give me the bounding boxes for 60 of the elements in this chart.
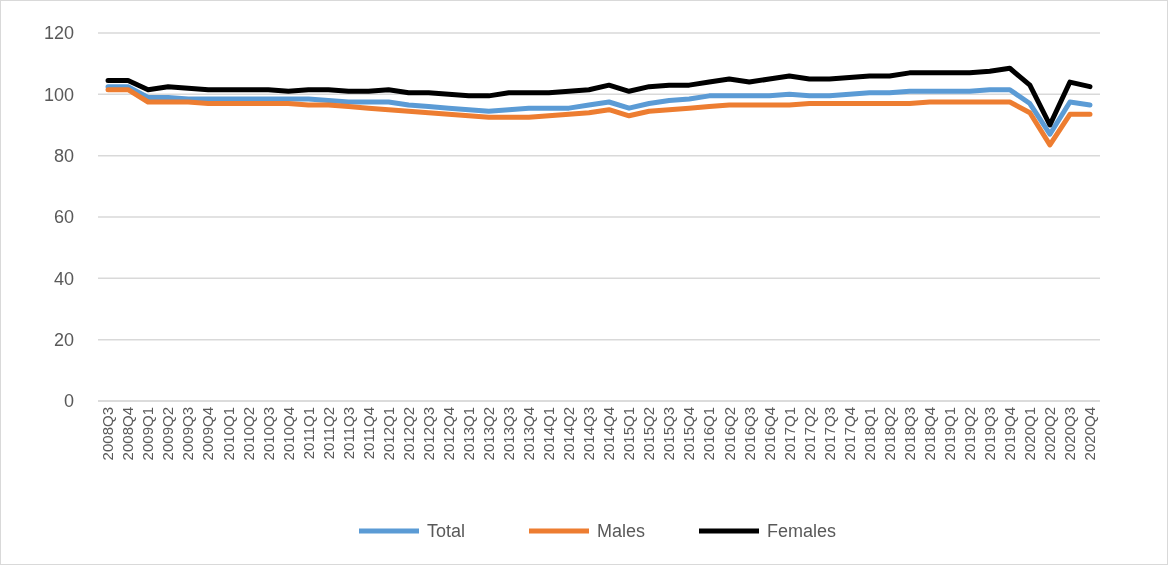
x-tick-label: 2011Q4 [359, 407, 377, 460]
x-tick-label: 2014Q1 [540, 407, 558, 461]
x-tick-label: 2016Q1 [700, 407, 718, 461]
x-tick-label: 2017Q1 [780, 407, 798, 461]
x-tick-label: 2016Q3 [740, 407, 758, 461]
legend-label: Females [767, 521, 837, 542]
y-tick-label: 40 [53, 268, 74, 289]
x-tick-label: 2019Q3 [981, 407, 999, 461]
x-tick-label: 2018Q4 [920, 407, 938, 461]
x-tick-label: 2018Q3 [900, 407, 918, 461]
x-tick-label: 2017Q3 [820, 407, 838, 461]
y-tick-label: 120 [43, 23, 74, 44]
x-tick-label: 2015Q1 [620, 407, 638, 461]
x-tick-label: 2009Q4 [199, 407, 217, 461]
y-tick-label: 80 [53, 145, 74, 166]
x-tick-label: 2018Q1 [860, 407, 878, 461]
x-tick-label: 2012Q3 [419, 407, 437, 461]
x-tick-label: 2009Q1 [139, 407, 157, 461]
x-tick-label: 2014Q3 [580, 407, 598, 461]
x-tick-label: 2013Q4 [520, 407, 538, 461]
x-tick-label: 2020Q4 [1081, 407, 1099, 461]
x-tick-label: 2016Q4 [760, 407, 778, 461]
x-tick-label: 2010Q2 [239, 407, 257, 461]
x-tick-label: 2020Q1 [1021, 407, 1039, 461]
x-tick-label: 2010Q3 [259, 407, 277, 461]
x-tick-label: 2010Q4 [279, 407, 297, 461]
x-tick-label: 2015Q2 [640, 407, 658, 461]
x-tick-label: 2009Q2 [159, 407, 177, 461]
x-tick-label: 2020Q3 [1061, 407, 1079, 461]
y-tick-label: 0 [63, 391, 74, 412]
x-tick-label: 2012Q2 [399, 407, 417, 461]
x-tick-label: 2012Q4 [439, 407, 457, 461]
x-tick-label: 2017Q4 [840, 407, 858, 461]
x-tick-label: 2008Q3 [99, 407, 117, 461]
x-tick-label: 2014Q4 [600, 407, 618, 461]
x-tick-label: 2013Q1 [459, 407, 477, 461]
y-tick-label: 60 [53, 207, 74, 228]
x-tick-label: 2018Q2 [880, 407, 898, 461]
x-tick-label: 2014Q2 [560, 407, 578, 461]
x-tick-label: 2020Q2 [1041, 407, 1059, 461]
x-tick-label: 2013Q3 [500, 407, 518, 461]
x-tick-label: 2011Q2 [319, 407, 337, 460]
x-tick-label: 2019Q2 [960, 407, 978, 461]
x-tick-label: 2012Q1 [379, 407, 397, 461]
x-tick-label: 2015Q3 [660, 407, 678, 461]
x-tick-label: 2019Q4 [1001, 407, 1019, 461]
x-tick-label: 2015Q4 [680, 407, 698, 461]
x-tick-label: 2017Q2 [800, 407, 818, 461]
x-tick-label: 2011Q3 [339, 407, 357, 460]
x-tick-label: 2011Q1 [299, 407, 317, 460]
y-tick-label: 20 [53, 329, 74, 350]
x-tick-label: 2009Q3 [179, 407, 197, 461]
legend-label: Males [597, 521, 646, 542]
x-tick-label: 2016Q2 [720, 407, 738, 461]
x-tick-label: 2010Q1 [219, 407, 237, 461]
x-tick-label: 2019Q1 [940, 407, 958, 461]
y-tick-label: 100 [43, 84, 74, 105]
legend-label: Total [427, 521, 466, 542]
x-tick-label: 2008Q4 [119, 407, 137, 461]
x-tick-label: 2013Q2 [480, 407, 498, 461]
